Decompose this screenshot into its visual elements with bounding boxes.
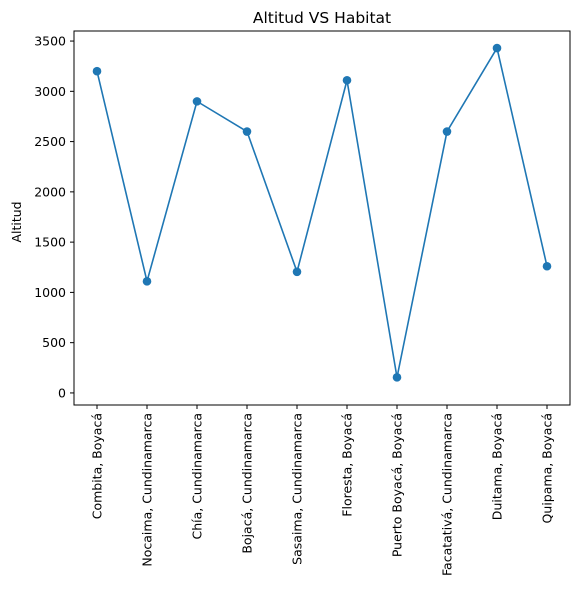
y-tick-label: 1500 xyxy=(34,235,66,250)
x-tick-label: Sasaima, Cundinamarca xyxy=(290,413,305,565)
x-tick-label: Quipama, Boyacá xyxy=(540,413,555,523)
y-tick-label: 3500 xyxy=(34,34,66,49)
data-point xyxy=(242,127,252,136)
x-tick-label: Nocaima, Cundinamarca xyxy=(140,413,155,567)
x-tick-label: Chía, Cundinamarca xyxy=(190,413,205,540)
data-point xyxy=(342,75,352,85)
plot-area: 0 500 1000 1500 2000 2500 3000 3500 Combita, Boy… xyxy=(34,34,554,576)
data-point xyxy=(492,43,502,53)
series-line xyxy=(96,47,548,379)
data-point xyxy=(542,261,552,271)
x-tick-label: Puerto Boyacá, Boyacá xyxy=(390,413,405,557)
data-point xyxy=(292,267,302,277)
y-tick-label: 500 xyxy=(42,335,66,350)
x-tick-label: Facatativá, Cundinamarca xyxy=(440,413,455,576)
y-tick-label: 3000 xyxy=(34,84,66,99)
x-tick-label: Floresta, Boyacá xyxy=(340,413,355,517)
y-tick-label: 2500 xyxy=(34,134,66,149)
data-point xyxy=(92,66,102,76)
chart-title: Altitud VS Habitat xyxy=(253,9,391,27)
y-axis-label: Altitud xyxy=(9,201,24,242)
data-point xyxy=(442,127,452,136)
y-tick-label: 2000 xyxy=(34,184,66,199)
data-point xyxy=(142,277,152,286)
data-point xyxy=(192,97,202,106)
data-point xyxy=(392,373,402,382)
plot-frame xyxy=(73,30,571,406)
x-tick-label: Duitama, Boyacá xyxy=(490,413,505,520)
y-tick-label: 1000 xyxy=(34,285,66,300)
x-tick-label: Combita, Boyacá xyxy=(90,413,105,519)
y-tick-label: 0 xyxy=(58,385,66,400)
x-tick-label: Bojacá, Cundinamarca xyxy=(240,413,255,554)
